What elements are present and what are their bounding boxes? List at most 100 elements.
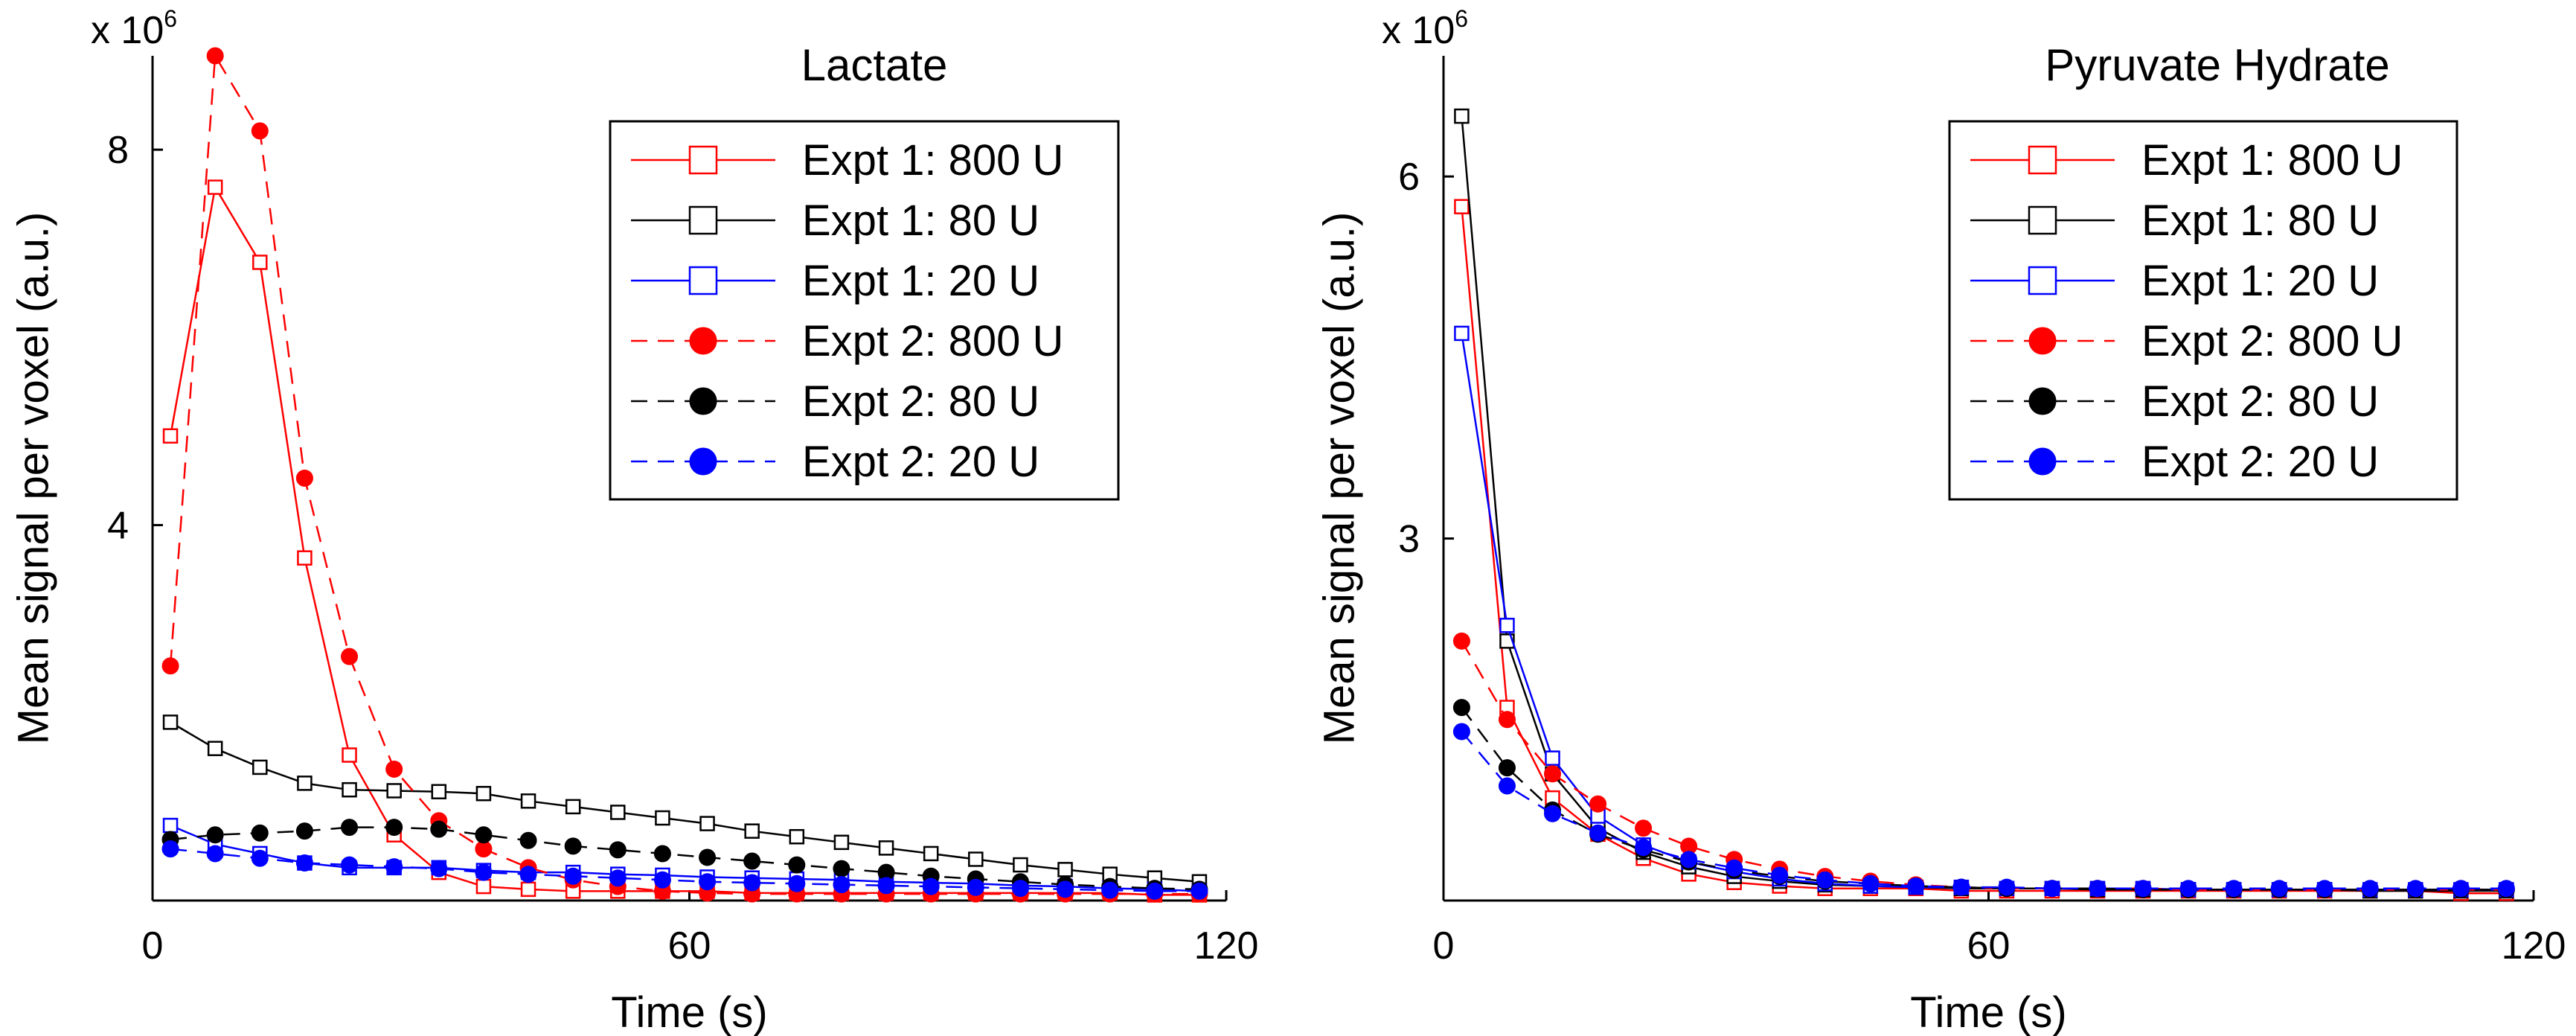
legend-marker bbox=[688, 266, 718, 295]
data-point bbox=[699, 873, 717, 891]
series-6 bbox=[161, 840, 1208, 900]
legend-entry: Expt 2: 20 U bbox=[631, 438, 1039, 486]
data-point bbox=[161, 840, 179, 858]
data-point bbox=[519, 831, 537, 849]
y-tick-label: 6 bbox=[1398, 156, 1420, 199]
data-point bbox=[475, 785, 492, 802]
data-point bbox=[833, 834, 850, 851]
data-point bbox=[519, 866, 537, 883]
legend-label: Expt 1: 20 U bbox=[2141, 257, 2379, 305]
legend: Expt 1: 800 U Expt 1: 80 U Expt 1: 20 U Exp… bbox=[1948, 120, 2458, 501]
data-point bbox=[833, 876, 850, 894]
legend-box bbox=[609, 120, 1120, 501]
legend-entry: Expt 2: 800 U bbox=[1970, 317, 2403, 365]
data-point bbox=[252, 255, 268, 270]
legend-label: Expt 1: 80 U bbox=[802, 196, 1039, 245]
data-point bbox=[2316, 880, 2333, 898]
data-point bbox=[1452, 699, 1470, 717]
exponent-power: 6 bbox=[164, 5, 177, 32]
legend-label: Expt 2: 80 U bbox=[802, 377, 1039, 426]
data-point bbox=[1452, 723, 1470, 741]
data-point bbox=[1635, 839, 1653, 857]
series-line bbox=[1461, 706, 2507, 891]
data-point bbox=[744, 823, 760, 839]
data-point bbox=[1498, 711, 1516, 729]
data-point bbox=[789, 828, 805, 845]
data-point bbox=[207, 179, 223, 195]
legend-entry: Expt 2: 80 U bbox=[631, 377, 1039, 426]
data-point bbox=[206, 826, 224, 844]
x-axis-label: Time (s) bbox=[611, 988, 767, 1036]
data-point bbox=[922, 877, 940, 895]
data-point bbox=[1191, 882, 1208, 900]
data-point bbox=[1452, 632, 1470, 650]
data-point bbox=[564, 837, 582, 855]
legend-label: Expt 2: 80 U bbox=[2141, 377, 2379, 426]
data-point bbox=[520, 793, 536, 809]
exponent-power: 6 bbox=[1455, 5, 1468, 32]
data-point bbox=[1454, 199, 1470, 214]
data-point bbox=[430, 820, 448, 838]
legend-entry: Expt 1: 800 U bbox=[1970, 136, 2403, 185]
x-tick-label: 120 bbox=[1194, 924, 1259, 968]
data-point bbox=[923, 845, 939, 862]
data-point bbox=[653, 871, 671, 889]
data-point bbox=[1816, 871, 1834, 889]
data-point bbox=[967, 878, 984, 896]
data-point bbox=[609, 869, 627, 887]
data-point bbox=[788, 874, 806, 892]
data-point bbox=[252, 759, 268, 776]
data-point bbox=[2179, 880, 2197, 898]
legend-marker bbox=[688, 205, 718, 235]
data-point bbox=[1589, 824, 1607, 842]
legend-marker bbox=[689, 447, 717, 476]
data-point bbox=[1544, 805, 1561, 822]
data-point bbox=[297, 550, 313, 566]
data-point bbox=[162, 817, 179, 834]
data-point bbox=[1146, 882, 1164, 900]
y-exponent-label: x 106 bbox=[1382, 5, 1468, 52]
data-point bbox=[878, 840, 894, 856]
data-point bbox=[1101, 881, 1119, 899]
data-point bbox=[251, 849, 269, 867]
data-point bbox=[609, 841, 627, 859]
data-point bbox=[1057, 880, 1074, 898]
exponent-base: x 10 bbox=[91, 9, 164, 52]
data-point bbox=[1907, 877, 1925, 895]
y-axis-label: Mean signal per voxel (a.u.) bbox=[1316, 212, 1364, 745]
data-point bbox=[251, 122, 269, 140]
legend-marker bbox=[689, 327, 717, 355]
data-point bbox=[1499, 618, 1515, 633]
data-point bbox=[475, 826, 493, 844]
data-point bbox=[475, 878, 492, 895]
series-2 bbox=[162, 714, 1208, 890]
legend-marker bbox=[2028, 205, 2057, 235]
legend-entry: Expt 1: 20 U bbox=[631, 257, 1039, 305]
data-point bbox=[1011, 880, 1029, 898]
legend-marker bbox=[2028, 447, 2057, 476]
data-point bbox=[206, 845, 224, 863]
data-point bbox=[295, 854, 313, 872]
data-point bbox=[699, 816, 715, 831]
series-line bbox=[1461, 640, 2507, 891]
data-point bbox=[1454, 108, 1470, 124]
series-line bbox=[1461, 731, 2507, 890]
data-point bbox=[564, 867, 582, 885]
data-point bbox=[295, 470, 313, 487]
legend-label: Expt 2: 20 U bbox=[2141, 438, 2379, 486]
legend-marker bbox=[2028, 387, 2057, 415]
series-line bbox=[170, 721, 1200, 883]
legend-marker bbox=[2028, 145, 2057, 175]
x-tick-label: 60 bbox=[1967, 924, 2011, 968]
data-point bbox=[161, 657, 179, 675]
data-point bbox=[743, 852, 761, 870]
data-point bbox=[2225, 880, 2243, 898]
data-point bbox=[1013, 857, 1028, 873]
data-point bbox=[743, 874, 761, 892]
legend-label: Expt 1: 20 U bbox=[802, 257, 1039, 305]
data-point bbox=[2043, 880, 2061, 898]
data-point bbox=[1952, 878, 1970, 896]
series-6 bbox=[1452, 723, 2515, 898]
